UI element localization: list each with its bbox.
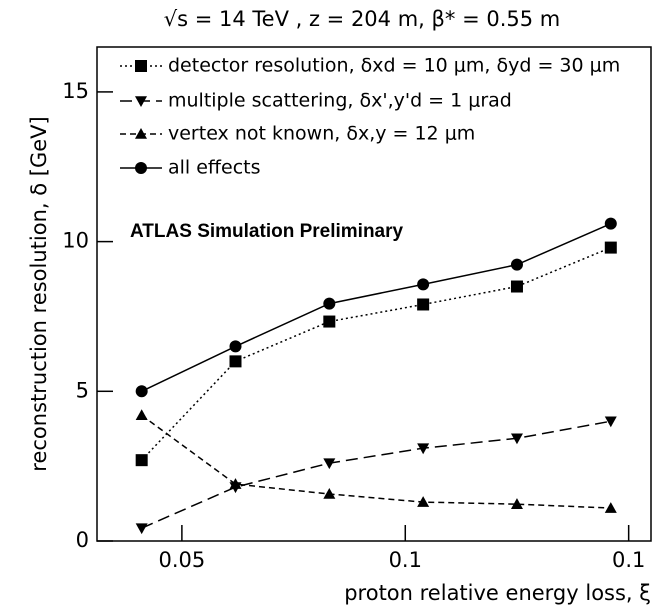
annotation: ATLAS Simulation Preliminary: [130, 221, 404, 242]
marker: [510, 433, 523, 445]
series-line: [141, 420, 611, 529]
series-line: [141, 414, 611, 509]
marker: [135, 454, 148, 467]
marker: [135, 409, 148, 421]
legend-marker: [135, 96, 147, 107]
marker: [135, 523, 148, 535]
marker: [417, 278, 430, 291]
y-tick-label: 0: [76, 528, 89, 552]
x-tick-label: 0.1: [612, 548, 645, 572]
marker: [229, 478, 242, 489]
plot-frame: [96, 46, 652, 542]
marker: [323, 315, 336, 328]
y-tick-label: 5: [76, 378, 89, 402]
marker: [417, 443, 430, 455]
marker: [323, 297, 336, 310]
x-tick-label: 0.05: [159, 548, 206, 572]
legend-label: all effects: [168, 157, 261, 179]
y-tick-label: 15: [62, 79, 89, 103]
marker: [510, 258, 523, 271]
legend-label: multiple scattering, δx',y'd = 1 μrad: [168, 90, 512, 112]
x-axis-label: proton relative energy loss, ξ: [344, 581, 651, 605]
y-axis-label: reconstruction resolution, δ [GeV]: [27, 116, 51, 471]
chart-title: √s = 14 TeV , z = 204 m, β* = 0.55 m: [164, 7, 561, 31]
marker: [604, 502, 617, 513]
marker: [323, 458, 336, 470]
legend-label: vertex not known, δx,y = 12 μm: [168, 123, 475, 145]
marker: [510, 280, 523, 293]
marker: [229, 340, 242, 353]
series-line: [141, 246, 612, 461]
marker: [604, 217, 617, 230]
marker: [323, 487, 336, 499]
marker: [135, 385, 148, 398]
legend-marker: [135, 128, 147, 139]
y-tick-label: 10: [62, 229, 89, 253]
series-line: [141, 222, 612, 392]
marker: [417, 298, 430, 311]
legend-label: detector resolution, δxd = 10 μm, δyd = …: [168, 55, 620, 77]
legend-marker: [135, 60, 147, 72]
x-tick-label: 0.1: [389, 548, 422, 572]
marker: [417, 496, 430, 507]
legend-marker: [135, 162, 147, 174]
marker: [510, 498, 523, 509]
marker: [604, 416, 617, 428]
marker: [604, 241, 617, 254]
marker: [229, 355, 242, 368]
